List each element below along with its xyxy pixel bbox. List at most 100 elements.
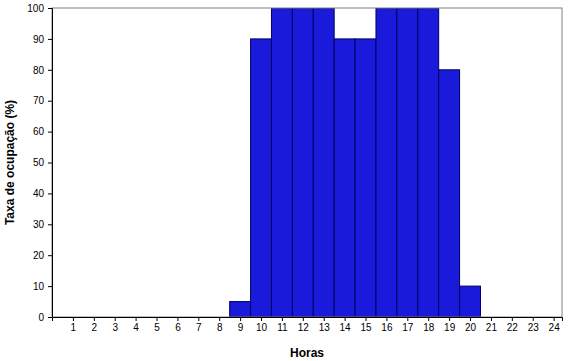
x-tick-label: 4 (133, 322, 139, 333)
x-tick-mark (449, 317, 450, 321)
y-tick-label: 40 (33, 188, 45, 199)
y-tick-mark (48, 255, 52, 256)
x-tick-label: 14 (340, 322, 352, 333)
x-tick: 15 (360, 317, 372, 333)
x-tick: 17 (402, 317, 414, 333)
x-tick-mark (177, 317, 178, 321)
x-tick-mark (491, 317, 492, 321)
x-axis-line (53, 318, 563, 322)
x-tick: 13 (319, 317, 331, 333)
x-tick: 23 (528, 317, 540, 333)
x-axis-title: Horas (290, 346, 324, 360)
x-tick-label: 18 (423, 322, 435, 333)
x-axis: 123456789101112131415161718192021222324 (53, 317, 563, 333)
x-tick: 2 (92, 317, 98, 333)
x-tick-mark (115, 317, 116, 321)
y-tick-mark (48, 70, 52, 71)
bar (313, 8, 334, 317)
x-tick-label: 5 (154, 322, 160, 333)
x-tick: 16 (381, 317, 393, 333)
bar (230, 302, 251, 317)
x-tick-mark (261, 317, 262, 321)
y-tick-label: 80 (33, 65, 45, 76)
chart: 1234567891011121314151617181920212223240… (0, 0, 573, 361)
x-tick-label: 1 (71, 322, 77, 333)
x-tick-mark (324, 317, 325, 321)
x-tick-mark (366, 317, 367, 321)
bar (355, 39, 376, 317)
x-tick: 10 (256, 317, 268, 333)
x-tick-label: 24 (549, 322, 561, 333)
x-tick: 9 (238, 317, 244, 333)
bar (251, 39, 272, 317)
y-tick-mark (48, 101, 52, 102)
y-axis: 0102030405060708090100 (27, 3, 52, 323)
bar (376, 8, 397, 317)
x-tick: 8 (217, 317, 223, 333)
x-tick-label: 3 (112, 322, 118, 333)
x-tick-mark (303, 317, 304, 321)
x-tick-label: 8 (217, 322, 223, 333)
x-tick-mark (73, 317, 74, 321)
bar (292, 8, 313, 317)
x-tick-label: 22 (507, 322, 519, 333)
bar (460, 286, 481, 317)
y-tick: 10 (33, 281, 52, 292)
x-tick: 3 (112, 317, 118, 333)
bars (230, 8, 481, 317)
x-tick-label: 16 (381, 322, 393, 333)
y-tick-label: 10 (33, 281, 45, 292)
y-tick-mark (48, 193, 52, 194)
bar (418, 8, 439, 317)
x-tick-mark (136, 317, 137, 321)
y-tick: 70 (33, 95, 52, 106)
x-tick-label: 9 (238, 322, 244, 333)
x-tick-mark (157, 317, 158, 321)
x-tick-label: 11 (277, 322, 288, 333)
x-tick: 5 (154, 317, 160, 333)
x-tick-label: 6 (175, 322, 181, 333)
y-tick-mark (48, 224, 52, 225)
x-tick-mark (198, 317, 199, 321)
x-tick-mark (219, 317, 220, 321)
y-tick-label: 70 (33, 95, 45, 106)
x-tick-mark (240, 317, 241, 321)
x-tick-mark (428, 317, 429, 321)
y-tick: 20 (33, 250, 52, 261)
x-tick-label: 7 (196, 322, 202, 333)
x-tick-label: 13 (319, 322, 331, 333)
plot-background (52, 8, 562, 317)
y-tick: 60 (33, 126, 52, 137)
x-tick: 14 (340, 317, 352, 333)
x-tick: 6 (175, 317, 181, 333)
bar (271, 8, 292, 317)
x-tick-label: 15 (360, 322, 372, 333)
x-tick-mark (386, 317, 387, 321)
y-tick: 100 (27, 3, 52, 14)
x-tick-label: 23 (528, 322, 540, 333)
y-tick-label: 50 (33, 157, 45, 168)
y-tick-label: 100 (27, 3, 44, 14)
y-tick: 90 (33, 34, 52, 45)
x-tick: 12 (298, 317, 310, 333)
y-axis-line (48, 9, 53, 318)
x-tick-label: 12 (298, 322, 310, 333)
x-tick-label: 10 (256, 322, 268, 333)
x-tick-label: 19 (444, 322, 456, 333)
y-tick-label: 20 (33, 250, 45, 261)
y-tick: 0 (38, 312, 52, 323)
y-tick: 40 (33, 188, 52, 199)
x-tick-mark (554, 317, 555, 321)
x-tick-label: 2 (92, 322, 98, 333)
x-tick: 1 (71, 317, 77, 333)
x-tick-label: 17 (402, 322, 414, 333)
x-tick-mark (470, 317, 471, 321)
y-tick: 50 (33, 157, 52, 168)
x-tick: 7 (196, 317, 202, 333)
x-tick: 11 (277, 317, 288, 333)
x-tick-mark (282, 317, 283, 321)
y-tick-mark (48, 317, 52, 318)
y-tick-mark (48, 39, 52, 40)
plot: 1234567891011121314151617181920212223240… (27, 3, 562, 333)
x-tick: 19 (444, 317, 456, 333)
